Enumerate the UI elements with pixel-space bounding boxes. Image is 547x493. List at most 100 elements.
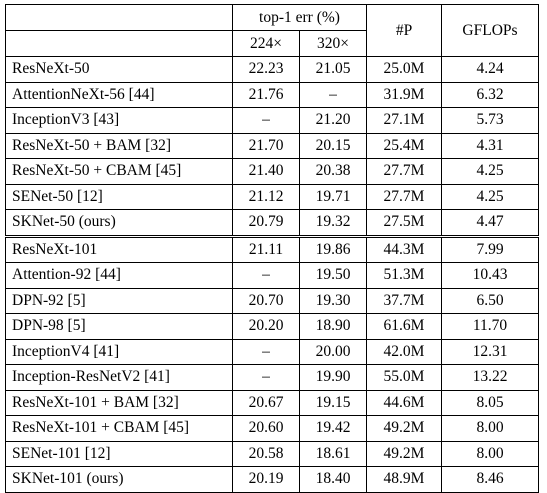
err-320-cell: 19.50	[299, 262, 367, 289]
params-cell: 27.5M	[366, 209, 442, 237]
err-224-cell: 21.11	[232, 234, 300, 263]
err-320-cell: 19.15	[299, 389, 367, 416]
err-224-cell: 22.23	[232, 56, 300, 83]
gflops-cell: 12.31	[441, 338, 539, 365]
table-row: SENet-50 [12] 21.12 19.71 27.7M 4.25	[5, 183, 539, 210]
gflops-cell: 4.24	[441, 56, 539, 83]
err-320-cell: 21.20	[299, 107, 367, 134]
res-224-header: 224×	[232, 30, 300, 57]
err-224-cell: 20.67	[232, 389, 300, 416]
err-320-cell: 20.38	[299, 158, 367, 185]
err-224-cell: 21.70	[232, 132, 300, 159]
params-cell: 49.2M	[366, 415, 442, 442]
err-224-cell: –	[232, 338, 300, 365]
model-name-cell: ResNeXt-101 + CBAM [45]	[5, 415, 233, 442]
params-cell: 55.0M	[366, 364, 442, 391]
err-224-cell: 20.79	[232, 209, 300, 237]
gflops-cell: 8.05	[441, 389, 539, 416]
err-320-cell: 18.61	[299, 440, 367, 467]
params-cell: 27.7M	[366, 183, 442, 210]
table-group-101: ResNeXt-101 21.11 19.86 44.3M 7.99 Attention-…	[5, 234, 539, 493]
err-320-cell: 18.90	[299, 313, 367, 340]
table-row: SKNet-101 (ours) 20.19 18.40 48.9M 8.46	[5, 466, 539, 493]
err-224-cell: 20.58	[232, 440, 300, 467]
params-cell: 31.9M	[366, 81, 442, 108]
model-name-cell: InceptionV3 [43]	[5, 107, 233, 134]
model-name-cell: ResNeXt-50	[5, 56, 233, 83]
model-name-cell: ResNeXt-101	[5, 234, 233, 263]
header-row-1: top-1 err (%) #P GFLOPs	[5, 4, 539, 57]
gflops-cell: 8.46	[441, 466, 539, 493]
err-320-cell: 19.30	[299, 287, 367, 314]
gflops-cell: 11.70	[441, 313, 539, 340]
top1-err-header: top-1 err (%)	[232, 4, 367, 31]
gflops-header: GFLOPs	[441, 4, 539, 57]
model-name-cell: ResNeXt-101 + BAM [32]	[5, 389, 233, 416]
gflops-cell: 7.99	[441, 234, 539, 263]
gflops-cell: 4.47	[441, 209, 539, 237]
gflops-cell: 13.22	[441, 364, 539, 391]
params-header: #P	[366, 4, 442, 57]
params-cell: 49.2M	[366, 440, 442, 467]
model-name-cell: SENet-101 [12]	[5, 440, 233, 467]
err-320-cell: 20.00	[299, 338, 367, 365]
table-row: Attention-92 [44] –19.50 51.3M 10.43	[5, 262, 539, 289]
model-header-cell-lower	[5, 30, 233, 57]
params-cell: 27.1M	[366, 107, 442, 134]
params-cell: 44.3M	[366, 234, 442, 263]
err-224-cell: 20.19	[232, 466, 300, 493]
params-cell: 44.6M	[366, 389, 442, 416]
table-row: SENet-101 [12] 20.58 18.61 49.2M 8.00	[5, 440, 539, 467]
table-row: ResNeXt-101 + BAM [32] 20.67 19.15 44.6M 8.0…	[5, 389, 539, 416]
table-row: ResNeXt-50 + CBAM [45] 21.40 20.38 27.7M 4.2…	[5, 158, 539, 185]
results-table-container: top-1 err (%) #P GFLOPs 224× 320× ResNeX…	[5, 4, 539, 493]
model-header-cell	[5, 4, 233, 31]
table-row: Inception-ResNetV2 [41] –19.90 55.0M 13.22	[5, 364, 539, 391]
table-row: SKNet-50 (ours) 20.79 19.32 27.5M 4.47	[5, 209, 539, 237]
model-name-cell: Attention-92 [44]	[5, 262, 233, 289]
model-name-cell: DPN-92 [5]	[5, 287, 233, 314]
model-name-cell: ResNeXt-50 + CBAM [45]	[5, 158, 233, 185]
model-name-cell: AttentionNeXt-56 [44]	[5, 81, 233, 108]
model-name-cell: SKNet-50 (ours)	[5, 209, 233, 237]
gflops-cell: 4.25	[441, 183, 539, 210]
err-224-cell: 21.12	[232, 183, 300, 210]
gflops-cell: 8.00	[441, 440, 539, 467]
gflops-cell: 6.32	[441, 81, 539, 108]
table-row: InceptionV3 [43] –21.20 27.1M 5.73	[5, 107, 539, 134]
err-320-cell: 19.42	[299, 415, 367, 442]
params-cell: 37.7M	[366, 287, 442, 314]
results-table: top-1 err (%) #P GFLOPs 224× 320× ResNeX…	[5, 4, 539, 493]
gflops-cell: 6.50	[441, 287, 539, 314]
table-row: InceptionV4 [41] –20.00 42.0M 12.31	[5, 338, 539, 365]
gflops-cell: 4.25	[441, 158, 539, 185]
header-row-2: 224× 320×	[5, 30, 539, 57]
err-320-cell: 19.32	[299, 209, 367, 237]
model-name-cell: DPN-98 [5]	[5, 313, 233, 340]
err-224-cell: 21.40	[232, 158, 300, 185]
err-320-cell: 19.90	[299, 364, 367, 391]
err-224-cell: 21.76	[232, 81, 300, 108]
params-cell: 25.0M	[366, 56, 442, 83]
err-224-cell: 20.60	[232, 415, 300, 442]
err-224-cell: 20.70	[232, 287, 300, 314]
gflops-cell: 5.73	[441, 107, 539, 134]
err-224-cell: –	[232, 364, 300, 391]
params-cell: 42.0M	[366, 338, 442, 365]
err-224-cell: –	[232, 107, 300, 134]
err-320-cell: –	[299, 81, 367, 108]
gflops-cell: 8.00	[441, 415, 539, 442]
model-name-cell: Inception-ResNetV2 [41]	[5, 364, 233, 391]
model-name-cell: ResNeXt-50 + BAM [32]	[5, 132, 233, 159]
err-320-cell: 19.86	[299, 234, 367, 263]
err-320-cell: 20.15	[299, 132, 367, 159]
table-row: DPN-98 [5] 20.20 18.90 61.6M 11.70	[5, 313, 539, 340]
err-224-cell: –	[232, 262, 300, 289]
params-cell: 27.7M	[366, 158, 442, 185]
table-row: ResNeXt-50 22.23 21.05 25.0M 4.24	[5, 56, 539, 83]
res-320-header: 320×	[299, 30, 367, 57]
err-320-cell: 21.05	[299, 56, 367, 83]
err-320-cell: 18.40	[299, 466, 367, 493]
model-name-cell: SKNet-101 (ours)	[5, 466, 233, 493]
params-cell: 61.6M	[366, 313, 442, 340]
